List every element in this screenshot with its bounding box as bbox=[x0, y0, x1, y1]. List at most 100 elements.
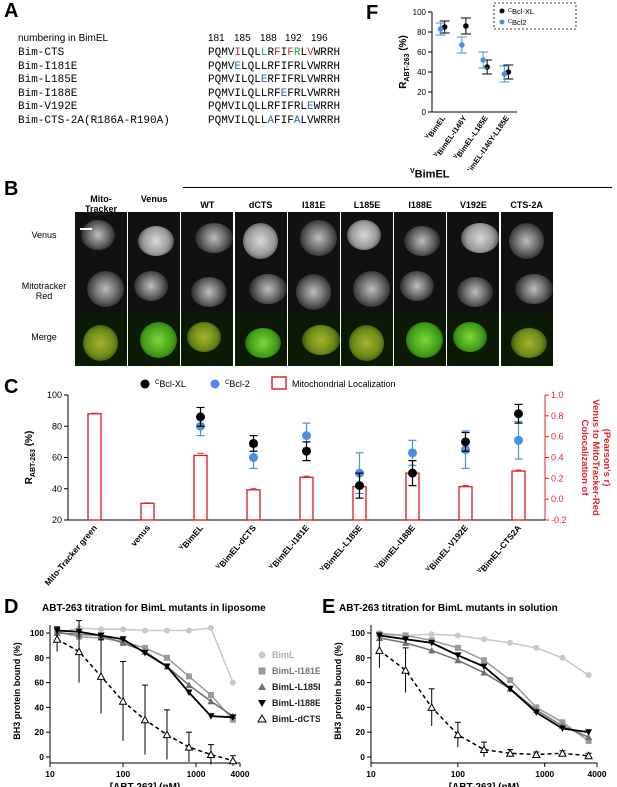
category-label: VBimEL-L185E bbox=[319, 523, 365, 575]
mito-bar bbox=[193, 454, 208, 521]
sequence-name: Bim-CTS bbox=[18, 47, 65, 59]
highlighted-residue: I bbox=[234, 47, 242, 59]
cell-shape bbox=[138, 226, 175, 256]
data-point bbox=[481, 657, 487, 664]
data-point bbox=[558, 748, 567, 757]
cell-shape bbox=[353, 271, 390, 307]
micrograph-tile bbox=[394, 263, 447, 315]
chart-title: ABT-263 titration for BimL mutants in so… bbox=[339, 603, 558, 614]
mito-bar bbox=[246, 489, 261, 521]
sequence: PQMVILQLLRFEFRLVWRRH bbox=[208, 88, 340, 100]
residues: RFIFRLVWRRH bbox=[267, 74, 341, 86]
highlighted-residue: A bbox=[293, 114, 301, 127]
pos-185: 185 bbox=[234, 33, 251, 44]
right-tick-label: 0.6 bbox=[551, 432, 564, 442]
right-tick-label: 0.8 bbox=[551, 411, 564, 421]
sequence: PQMVILQLLAFIFALVWRRH bbox=[208, 115, 340, 127]
legend-label: BimL-I188E bbox=[272, 698, 320, 708]
mito-bar bbox=[87, 413, 102, 521]
data-point bbox=[559, 719, 566, 726]
chart-c: CBcl-XL CBcl-2 Mitochondrial Localization 1… bbox=[24, 376, 612, 588]
panel-d-label: D bbox=[4, 596, 19, 618]
residues: PQMV bbox=[208, 60, 235, 73]
bclxl-point bbox=[514, 409, 523, 419]
sequence-name: Bim-V192E bbox=[18, 101, 78, 113]
column-label: V192E bbox=[459, 200, 487, 210]
category-label: VBimEL-dCTS bbox=[214, 523, 258, 573]
y-tick-label: 20 bbox=[417, 88, 426, 97]
cell-shape bbox=[244, 328, 281, 358]
scale-bar bbox=[80, 228, 92, 230]
residues: PQMV bbox=[208, 47, 235, 59]
residues: PQMVILQL bbox=[208, 74, 261, 86]
residues: L bbox=[300, 47, 308, 59]
highlighted-residue: F bbox=[287, 47, 294, 59]
residues: WRRH bbox=[313, 101, 341, 113]
micrograph-tile bbox=[287, 314, 340, 366]
cell-shape bbox=[461, 223, 500, 253]
x-tick-label: 10 bbox=[45, 769, 55, 779]
data-point bbox=[207, 625, 214, 632]
f-point bbox=[484, 64, 490, 70]
data-point bbox=[402, 636, 410, 643]
x-tick-label: 100 bbox=[451, 769, 465, 779]
column-label: WT bbox=[200, 200, 215, 210]
y-tick-label: 60 bbox=[417, 48, 426, 57]
data-point bbox=[505, 748, 515, 757]
data-point bbox=[454, 656, 462, 664]
highlighted-residue: L bbox=[260, 47, 268, 59]
cell-shape bbox=[140, 322, 178, 358]
cell-shape bbox=[195, 223, 234, 253]
data-point bbox=[118, 696, 128, 705]
cell-shape bbox=[134, 271, 169, 301]
right-tick-label: -0.2 bbox=[551, 515, 567, 525]
sequence-name: Bim-CTS-2A(R186A-R190A) bbox=[18, 114, 170, 127]
category-label: VBimEL-I181E bbox=[267, 523, 311, 573]
sequence-row: Bim-V192E PQMVILQLLRFIFRLEWRRH bbox=[18, 101, 340, 113]
highlighted-residue: E bbox=[280, 87, 288, 100]
right-axis-title: (Pearson's r) bbox=[601, 429, 612, 487]
data-point bbox=[480, 663, 488, 670]
cell-shape bbox=[453, 322, 488, 352]
sequence-row: Bim-CTS PQMVILQLLRFIFRLVWRRH bbox=[18, 47, 340, 59]
chart-title: ABT-263 titration for BimL mutants in li… bbox=[42, 603, 266, 614]
residues: PQMVILQLLRF bbox=[208, 87, 281, 100]
data-point bbox=[98, 626, 105, 633]
legend-mito-marker bbox=[271, 376, 287, 390]
cell-shape bbox=[347, 220, 381, 250]
bimel-group-label: VBimEL bbox=[410, 168, 450, 181]
cell-shape bbox=[191, 277, 228, 307]
category-label: venus bbox=[129, 523, 153, 548]
row-label: Merge bbox=[31, 332, 57, 342]
right-tick-label: 1.0 bbox=[551, 390, 564, 400]
data-point bbox=[163, 663, 171, 670]
category-label: VBimEL-I188E bbox=[373, 523, 417, 573]
sequence: PQMVILQLLRFIFRLVWRRH bbox=[208, 47, 340, 59]
bclxl-point bbox=[461, 437, 470, 447]
legend-marker bbox=[258, 700, 266, 707]
data-point bbox=[207, 713, 215, 720]
x-tick-label: 1000 bbox=[535, 769, 554, 779]
f-legend-label: CBcl2 bbox=[508, 18, 527, 27]
highlighted-residue: A bbox=[267, 114, 275, 127]
y-tick-label: 20 bbox=[356, 727, 366, 737]
data-point bbox=[454, 652, 462, 659]
right-axis-title: Colocalization of bbox=[579, 420, 590, 497]
left-tick-label: 20 bbox=[52, 515, 62, 525]
data-point bbox=[558, 725, 566, 732]
f-point bbox=[463, 23, 469, 29]
bclxl-point bbox=[408, 468, 417, 478]
sequence-name: Bim-I181E bbox=[18, 60, 78, 73]
data-point bbox=[375, 645, 384, 654]
bimel-group-sup: V bbox=[410, 168, 415, 175]
micrograph-tile bbox=[447, 263, 500, 315]
data-point bbox=[97, 632, 105, 639]
data-point bbox=[402, 632, 409, 639]
micrograph-tile bbox=[75, 314, 127, 366]
data-point bbox=[229, 679, 236, 686]
cell-shape bbox=[242, 223, 278, 259]
micrograph-tile bbox=[287, 263, 340, 315]
micrograph-tile bbox=[341, 263, 393, 315]
category-label: VBimEL-CTS2A bbox=[476, 523, 523, 577]
category-label: VBimEL-V192E bbox=[424, 523, 470, 575]
